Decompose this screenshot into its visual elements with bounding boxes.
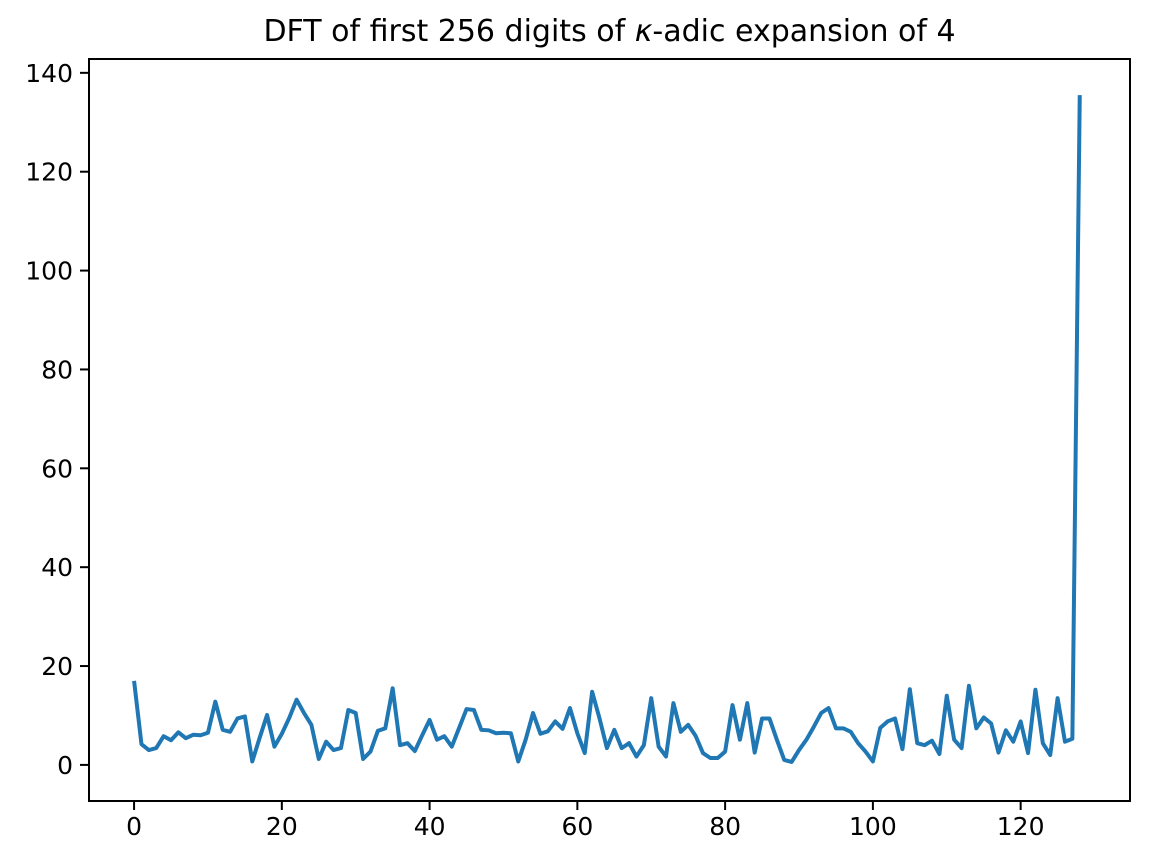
chart-title: DFT of first 256 digits of κ-adic expans…	[89, 14, 1130, 49]
y-tick-label: 60	[41, 454, 73, 483]
x-tick-label: 100	[849, 812, 897, 841]
y-axis: 0 20 40 60 80 100 120 140	[25, 59, 89, 780]
x-tick-label: 0	[126, 812, 142, 841]
y-tick-label: 20	[41, 652, 73, 681]
y-tick-label: 120	[25, 158, 73, 187]
data-series-line	[132, 95, 1082, 764]
x-axis: 0 20 40 60 80 100 120	[126, 801, 1045, 841]
x-tick-label: 40	[414, 812, 446, 841]
chart-title-kappa-symbol: κ	[634, 14, 653, 49]
chart-title-suffix: -adic expansion of 4	[652, 14, 956, 49]
x-tick-label: 20	[266, 812, 298, 841]
y-tick-label: 80	[41, 355, 73, 384]
axes-spines	[88, 58, 1131, 802]
y-tick-label: 40	[41, 553, 73, 582]
x-tick-label: 80	[709, 812, 741, 841]
x-tick-label: 120	[997, 812, 1045, 841]
y-tick-label: 0	[57, 751, 73, 780]
axes-box	[88, 58, 1131, 802]
x-tick-label: 60	[561, 812, 593, 841]
y-tick-label: 100	[25, 257, 73, 286]
chart-title-prefix: DFT of first 256 digits of	[263, 14, 635, 49]
y-tick-label: 140	[25, 59, 73, 88]
dft-magnitude-line	[132, 95, 1082, 764]
